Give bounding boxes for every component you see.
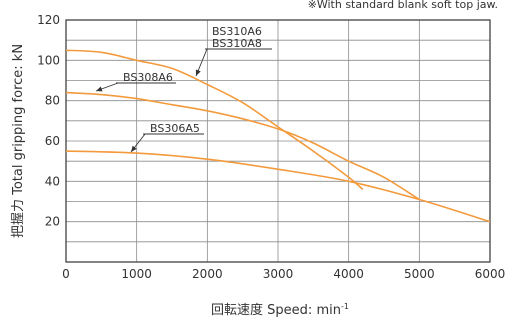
y-tick-label: 100 — [37, 53, 60, 67]
y-axis-title: 把握力 Total gripping force: kN — [11, 44, 26, 238]
x-axis-title-main: 回転速度 Speed: min — [211, 302, 341, 318]
y-tick-label: 20 — [45, 215, 60, 229]
x-tick-label: 1000 — [121, 267, 152, 281]
series-label: BS308A6 — [123, 71, 173, 84]
x-tick-label: 4000 — [333, 267, 364, 281]
grid — [66, 20, 490, 262]
series-lines — [65, 49, 491, 223]
series-line-0 — [65, 49, 364, 191]
plot-frame — [65, 19, 491, 263]
callout-arrowhead — [195, 69, 201, 76]
callout-1: BS308A6 — [95, 71, 176, 92]
y-tick-label: 60 — [45, 134, 60, 148]
x-axis-title: 回転速度 Speed: min-1 — [211, 302, 349, 318]
series-line-1 — [65, 91, 420, 201]
x-tick-label: 5000 — [404, 267, 435, 281]
x-tick-label: 3000 — [263, 267, 294, 281]
x-tick-label: 0 — [62, 267, 70, 281]
x-tick-label: 6000 — [475, 267, 506, 281]
series-label: BS310A8 — [212, 37, 262, 50]
axes — [65, 19, 491, 263]
series-label: BS306A5 — [150, 122, 200, 135]
series-label: BS310A6 — [212, 25, 262, 38]
x-tick-label: 2000 — [192, 267, 223, 281]
y-tick-labels: 20 40 60 80 100 120 — [37, 13, 60, 229]
chart-note: ※With standard blank soft top jaw. — [308, 0, 498, 11]
x-axis-title-superscript: -1 — [341, 302, 349, 311]
callout-2: BS306A5 — [130, 122, 204, 153]
series-line-2 — [65, 150, 491, 223]
y-tick-label: 120 — [37, 13, 60, 27]
callout-arrowhead — [131, 145, 137, 152]
y-tick-label: 80 — [45, 94, 60, 108]
y-tick-label: 40 — [45, 174, 60, 188]
x-tick-labels: 0 1000 2000 3000 4000 5000 6000 — [62, 267, 505, 281]
callout-arrowhead — [96, 86, 103, 92]
